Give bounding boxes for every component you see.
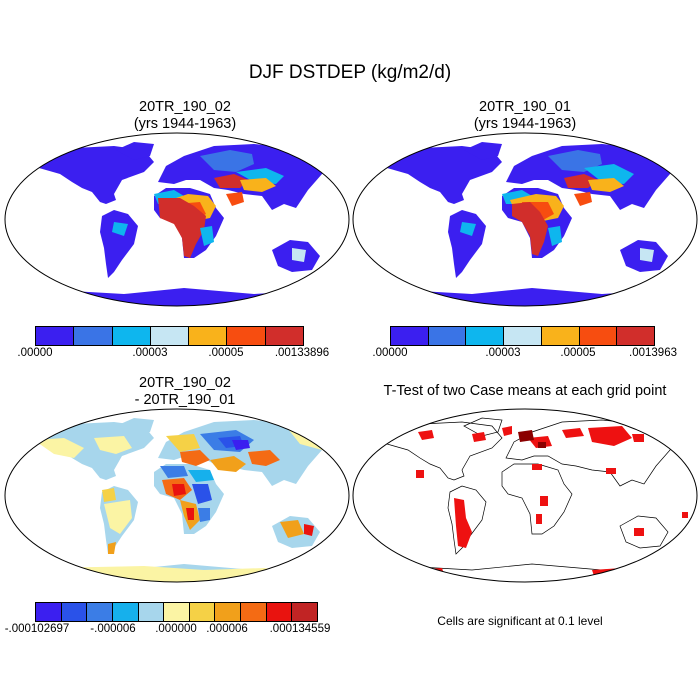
- colorbar-swatch: [36, 327, 75, 345]
- colorbar-swatch: [617, 327, 655, 345]
- panel-3-map: [4, 408, 350, 583]
- panel-4-title: T-Test of two Case means at each grid po…: [383, 383, 667, 399]
- colorbar-swatch: [112, 603, 139, 621]
- colorbar-swatch: [61, 603, 88, 621]
- colorbar-3-tick: -.000006: [90, 623, 136, 635]
- panel-2-map: [352, 132, 698, 307]
- colorbar-1-tick: .00003: [132, 347, 168, 359]
- map-border: [4, 408, 350, 583]
- colorbar-2-tick: .00003: [485, 347, 521, 359]
- panel-3-colorbar: [35, 602, 318, 622]
- colorbar-swatch: [189, 603, 216, 621]
- colorbar-swatch: [466, 327, 505, 345]
- highly-significant-cells: [518, 430, 546, 448]
- colorbar-3-tick: .000006: [206, 623, 248, 635]
- map-border: [352, 132, 698, 307]
- colorbar-swatch: [504, 327, 542, 345]
- colorbar-swatch: [164, 603, 190, 621]
- colorbar-swatch: [292, 603, 318, 621]
- coastline-outlines: [353, 417, 697, 579]
- panel-3-title: 20TR_190_02 - 20TR_190_01: [30, 375, 340, 409]
- colorbar-3-tick: -.000102697: [4, 623, 70, 635]
- colorbar-1-tick: .00133896: [274, 347, 330, 359]
- colorbar-swatch: [189, 327, 228, 345]
- colorbar-swatch: [265, 327, 303, 345]
- significant-cells: [412, 426, 688, 576]
- colorbar-swatch: [241, 603, 267, 621]
- colorbar-1-tick: .00005: [208, 347, 244, 359]
- significance-note: Cells are significant at 0.1 level: [437, 614, 603, 628]
- panel-2-title: 20TR_190_01 (yrs 1944-1963): [370, 99, 680, 133]
- colorbar-2-tick: .00005: [560, 347, 596, 359]
- figure-title: DJF DSTDEP (kg/m2/d): [248, 62, 452, 83]
- map-border: [4, 132, 350, 307]
- panel-1-years: (yrs 1944-1963): [133, 116, 237, 132]
- colorbar-swatch: [150, 327, 190, 345]
- panel-3-minus-case: - 20TR_190_01: [134, 392, 236, 408]
- panel-1-case-name: 20TR_190_02: [139, 99, 231, 115]
- colorbar-swatch: [391, 327, 429, 345]
- colorbar-swatch: [74, 327, 113, 345]
- panel-1-map: [4, 132, 350, 307]
- colorbar-swatch: [36, 603, 62, 621]
- panel-1-title: 20TR_190_02 (yrs 1944-1963): [30, 99, 340, 133]
- colorbar-2-tick: .0013963: [629, 347, 677, 359]
- panel-2-case-name: 20TR_190_01: [479, 99, 571, 115]
- colorbar-swatch: [541, 327, 580, 345]
- panel-2-colorbar: [390, 326, 655, 346]
- panel-4-map: [352, 408, 698, 583]
- colorbar-swatch: [579, 327, 618, 345]
- colorbar-3-tick: .000134559: [269, 623, 331, 635]
- colorbar-2-tick: .00000: [372, 347, 408, 359]
- dust-patches: [112, 150, 306, 262]
- colorbar-swatch: [428, 327, 467, 345]
- panel-1-colorbar: [35, 326, 304, 346]
- panel-3-case-name: 20TR_190_02: [139, 375, 231, 391]
- map-border: [352, 408, 698, 583]
- colorbar-swatch: [112, 327, 151, 345]
- colorbar-swatch: [266, 603, 293, 621]
- colorbar-swatch: [215, 603, 242, 621]
- colorbar-1-tick: .00000: [17, 347, 53, 359]
- dust-patches: [460, 150, 654, 262]
- colorbar-3-tick: .000000: [155, 623, 197, 635]
- colorbar-swatch: [138, 603, 165, 621]
- colorbar-swatch: [87, 603, 113, 621]
- panel-2-years: (yrs 1944-1963): [473, 116, 577, 132]
- colorbar-swatch: [227, 327, 266, 345]
